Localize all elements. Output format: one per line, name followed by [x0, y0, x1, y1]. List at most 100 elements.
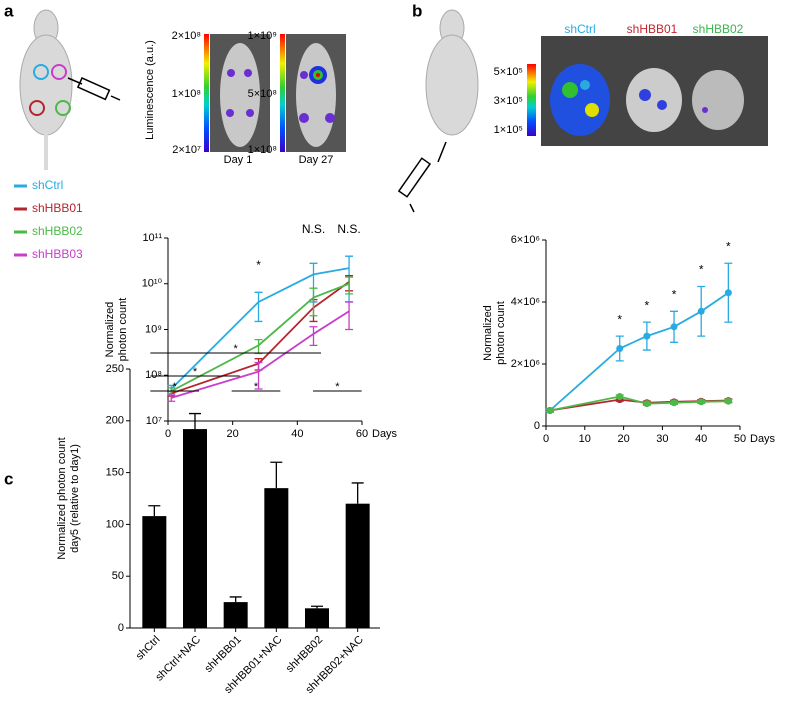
significance-label: * [173, 381, 178, 393]
mouse-illustration [397, 9, 479, 213]
image-label: shCtrl [564, 22, 595, 36]
significance-label: * [335, 381, 340, 393]
x-tick-label: 40 [695, 433, 707, 445]
x-tick-label: shCtrl [134, 634, 163, 663]
y-tick-label: 200 [106, 415, 124, 427]
y-tick-label: 4×10⁶ [511, 296, 540, 308]
image-label: Day 1 [224, 154, 253, 166]
mouse-illustration [19, 9, 121, 170]
scale-label: 5×10⁸ [248, 88, 277, 100]
x-axis-label: Days [750, 433, 776, 445]
x-axis-label: Days [372, 428, 398, 440]
scale-label: 2×10⁸ [172, 30, 201, 42]
point [724, 289, 732, 297]
error-bar [254, 291, 263, 323]
x-tick-label: shHBB02 [284, 634, 325, 675]
y-tick-label: 6×10⁶ [511, 234, 540, 246]
y-axis-label: photon count [117, 298, 129, 362]
y-axis-label: Normalized photon count [56, 437, 68, 559]
y-tick-label: 0 [118, 622, 124, 634]
point [643, 400, 651, 408]
error-bar [345, 301, 354, 331]
x-tick-label: 20 [617, 433, 629, 445]
x-tick-label: shHBB01 [202, 634, 243, 675]
series-line [170, 267, 350, 390]
y-tick-label: 10¹⁰ [142, 278, 163, 290]
bar [223, 602, 248, 628]
lung-image [527, 36, 768, 146]
y-tick-label: 100 [106, 518, 124, 530]
y-axis-label: day5 (relative to day1) [69, 444, 81, 553]
series-line [549, 291, 729, 412]
point [643, 332, 651, 340]
x-tick-label: 20 [227, 428, 239, 440]
error-bar [254, 361, 263, 390]
y-tick-label: 10¹¹ [142, 232, 162, 244]
point [670, 399, 678, 407]
annotation: N.S. [302, 222, 325, 236]
image-label: shHBB01 [627, 22, 678, 36]
y-tick-label: 10⁸ [145, 369, 162, 381]
luminescence-image [204, 34, 346, 152]
y-axis-label: photon count [495, 301, 507, 365]
annotation: * [699, 263, 704, 277]
point [546, 407, 554, 414]
image-ylabel: Luminescence (a.u.) [144, 40, 156, 140]
point [697, 307, 705, 315]
image-label: Day 27 [299, 154, 334, 166]
significance-label: * [234, 343, 239, 355]
panel-label: c [4, 469, 13, 488]
x-tick-label: 0 [543, 433, 549, 445]
legend-label: shCtrl [32, 178, 63, 192]
x-tick-label: 0 [165, 428, 171, 440]
error-bar [148, 505, 161, 517]
series-line [170, 282, 350, 392]
point [724, 397, 732, 405]
error-bar [229, 596, 242, 603]
y-tick-label: 150 [106, 467, 124, 479]
error-bar [270, 461, 283, 489]
point [616, 393, 624, 401]
scale-label: 1×10⁵ [494, 124, 523, 136]
x-tick-label: 10 [579, 433, 591, 445]
x-tick-label: 60 [356, 428, 368, 440]
annotation: * [672, 287, 677, 301]
annotation: * [256, 258, 261, 272]
y-tick-label: 10⁹ [145, 323, 162, 335]
x-tick-label: 30 [656, 433, 668, 445]
bar [142, 516, 167, 628]
panel-label: a [4, 1, 14, 20]
y-tick-label: 2×10⁶ [511, 358, 540, 370]
scale-label: 1×10⁸ [248, 144, 277, 156]
legend-label: shHBB03 [32, 247, 83, 261]
point [616, 345, 624, 352]
y-tick-label: 250 [106, 363, 124, 375]
y-axis-label: Normalized [104, 302, 116, 358]
significance-label: * [193, 366, 198, 378]
annotation: * [617, 312, 622, 326]
significance-label: * [254, 381, 259, 393]
bar [345, 503, 370, 628]
annotation: * [726, 239, 731, 253]
y-tick-label: 50 [112, 570, 124, 582]
bar [183, 429, 207, 628]
legend-label: shHBB01 [32, 201, 83, 215]
error-bar [189, 412, 201, 430]
annotation: N.S. [337, 222, 360, 236]
y-tick-label: 10⁷ [146, 415, 162, 427]
x-tick-label: 50 [734, 433, 746, 445]
x-tick-label: 40 [291, 428, 303, 440]
scale-label: 1×10⁸ [172, 88, 201, 100]
scale-label: 3×10⁵ [494, 95, 523, 107]
error-bar [167, 394, 176, 402]
point [697, 398, 705, 406]
error-bar [345, 276, 354, 295]
error-bar [309, 287, 318, 317]
y-tick-label: 0 [534, 420, 540, 432]
bar [264, 488, 289, 628]
bar [305, 608, 329, 628]
scale-label: 1×10⁹ [248, 30, 278, 42]
legend-label: shHBB02 [32, 224, 83, 238]
scale-label: 5×10⁵ [494, 66, 523, 78]
